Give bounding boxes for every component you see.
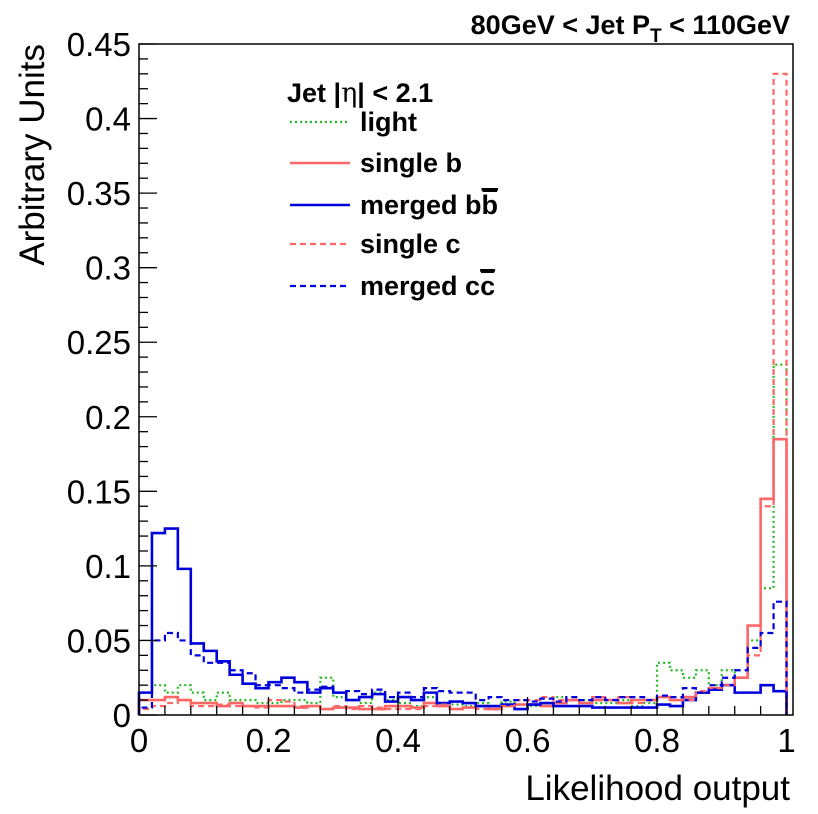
y-tick-label: 0.25 <box>67 324 131 361</box>
y-tick-label: 0.3 <box>85 250 131 287</box>
y-tick-label: 0 <box>113 697 131 734</box>
legend-label-single-b: single b <box>360 148 462 178</box>
x-tick-label: 0.8 <box>634 722 680 759</box>
y-tick-label: 0.35 <box>67 175 131 212</box>
y-tick-label: 0.2 <box>85 399 131 436</box>
x-axis-title: Likelihood output <box>525 769 790 808</box>
legend-label-light: light <box>360 107 417 137</box>
x-tick-label: 0 <box>130 722 148 759</box>
series-layer <box>137 72 788 715</box>
y-tick-label: 0.1 <box>85 548 131 585</box>
legend-header: Jet |η| < 2.1 <box>287 78 433 109</box>
series-single-c <box>137 72 788 715</box>
y-tick-label: 0.15 <box>67 473 131 510</box>
legend-label-merged-bb: merged bb <box>360 190 498 220</box>
y-tick-label: 0.05 <box>67 622 131 659</box>
y-tick-label: 0.4 <box>85 101 131 138</box>
y-axis-title: Arbitrary Units <box>13 44 52 266</box>
legend: Jet |η| < 2.1 light single b merged bb sing… <box>287 78 498 301</box>
series-merged-bb <box>137 527 788 715</box>
plot-frame <box>138 43 794 716</box>
x-tick-label: 1 <box>777 722 795 759</box>
x-tick-label: 0.6 <box>505 722 551 759</box>
series-light <box>137 363 788 715</box>
axis-ticks: 0 0.2 0.4 0.6 0.8 1 0 0.05 0.1 0.15 0.2 0.25 0.3 0.35… <box>67 26 796 759</box>
chart-title: 80GeV < Jet PT < 110GeV <box>471 10 790 47</box>
legend-label-single-c: single c <box>360 229 461 259</box>
x-tick-label: 0.4 <box>375 722 421 759</box>
x-tick-label: 0.2 <box>246 722 292 759</box>
series-merged-cc <box>137 600 788 715</box>
y-tick-label: 0.45 <box>67 26 131 63</box>
legend-label-merged-cc: merged cc <box>360 271 495 301</box>
